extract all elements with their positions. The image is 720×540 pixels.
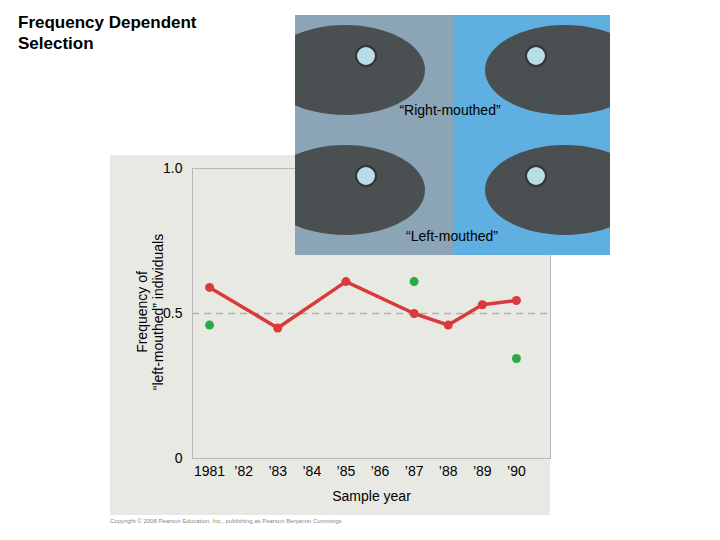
svg-text:’89: ’89 bbox=[473, 463, 492, 479]
svg-text:’86: ’86 bbox=[371, 463, 390, 479]
svg-text:’88: ’88 bbox=[439, 463, 458, 479]
svg-text:’84: ’84 bbox=[302, 463, 321, 479]
svg-text:1.0: 1.0 bbox=[163, 160, 183, 176]
svg-text:0.5: 0.5 bbox=[163, 305, 183, 321]
svg-text:’82: ’82 bbox=[234, 463, 253, 479]
html-text:“Left-mouthed”: “Left-mouthed” bbox=[406, 228, 498, 244]
svg-text:0: 0 bbox=[175, 450, 183, 466]
html-text:Frequency of “left-mouthed” in: Frequency of “left-mouthed” individuals bbox=[134, 233, 166, 391]
svg-text:’87: ’87 bbox=[405, 463, 424, 479]
html-text:Copyright © 2008 Pearson Educa: Copyright © 2008 Pearson Education, Inc.… bbox=[110, 518, 344, 524]
html-text:Frequency Dependent Selection: Frequency Dependent Selection bbox=[18, 13, 197, 53]
svg-text:’83: ’83 bbox=[268, 463, 287, 479]
svg-text:Sample year: Sample year bbox=[332, 488, 411, 504]
svg-text:’90: ’90 bbox=[507, 463, 526, 479]
svg-text:’85: ’85 bbox=[337, 463, 356, 479]
html-text:“Right-mouthed”: “Right-mouthed” bbox=[399, 102, 501, 118]
svg-text:1981: 1981 bbox=[194, 463, 225, 479]
